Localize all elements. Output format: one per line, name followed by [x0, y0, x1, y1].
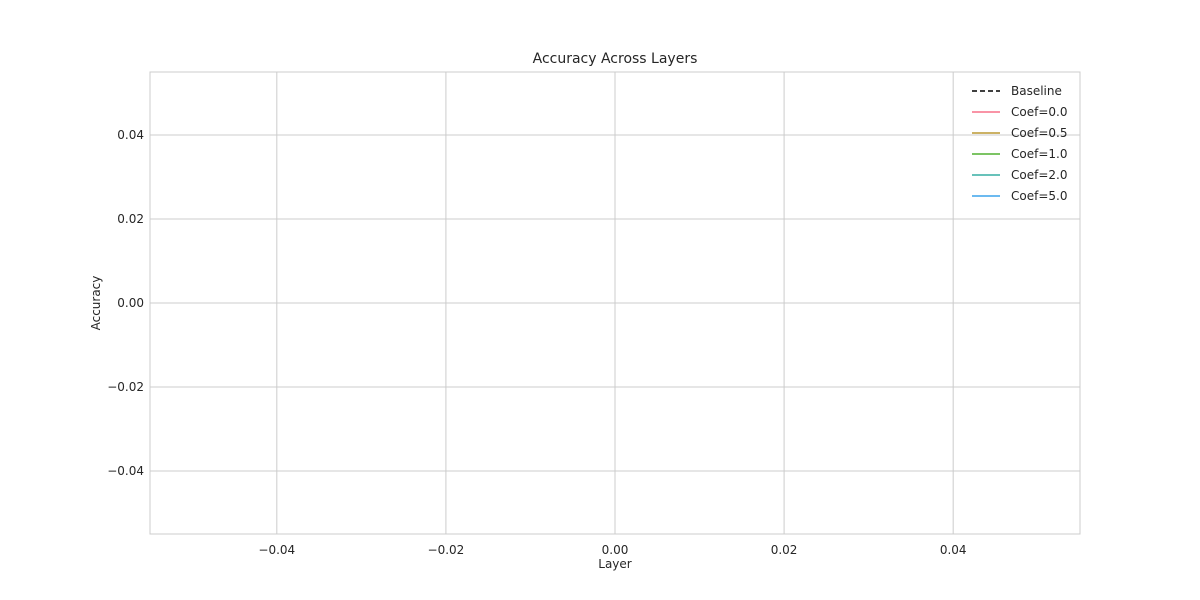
legend-label: Coef=1.0 — [1011, 147, 1067, 161]
y-tick-label: 0.04 — [117, 128, 144, 142]
legend: Baseline Coef=0.0 Coef=0.5 Coef=1.0 Coef=2.0… — [972, 84, 1067, 203]
y-tick-label: 0.02 — [117, 212, 144, 226]
x-tick-label: 0.00 — [602, 543, 629, 557]
y-axis-ticks: −0.04 −0.02 0.00 0.02 0.04 — [107, 128, 144, 478]
x-tick-label: 0.02 — [771, 543, 798, 557]
legend-label: Coef=0.5 — [1011, 126, 1067, 140]
x-tick-label: −0.02 — [428, 543, 465, 557]
y-axis-label: Accuracy — [89, 276, 103, 331]
plot-area — [149, 71, 1081, 535]
grid — [150, 72, 1080, 534]
legend-label: Coef=2.0 — [1011, 168, 1067, 182]
x-axis-ticks: −0.04 −0.02 0.00 0.02 0.04 — [258, 543, 966, 557]
y-tick-label: −0.04 — [107, 464, 144, 478]
x-axis-label: Layer — [598, 557, 632, 571]
legend-label: Baseline — [1011, 84, 1062, 98]
chart-title: Accuracy Across Layers — [533, 51, 698, 67]
y-tick-label: 0.00 — [117, 296, 144, 310]
y-tick-label: −0.02 — [107, 380, 144, 394]
x-tick-label: −0.04 — [258, 543, 295, 557]
x-tick-label: 0.04 — [940, 543, 967, 557]
legend-label: Coef=5.0 — [1011, 189, 1067, 203]
legend-label: Coef=0.0 — [1011, 105, 1067, 119]
